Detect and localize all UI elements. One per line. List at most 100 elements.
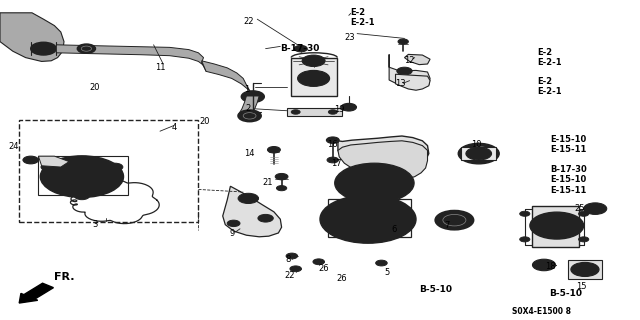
Text: 7: 7 <box>444 221 449 230</box>
Circle shape <box>36 45 51 52</box>
Circle shape <box>290 266 301 272</box>
Circle shape <box>45 165 52 169</box>
Circle shape <box>332 230 342 235</box>
Text: 26: 26 <box>337 274 347 283</box>
Text: 2: 2 <box>246 104 251 113</box>
Bar <box>19 120 198 222</box>
Circle shape <box>393 169 403 174</box>
Circle shape <box>298 70 330 86</box>
Polygon shape <box>389 54 430 86</box>
Circle shape <box>532 259 556 271</box>
Circle shape <box>393 192 403 197</box>
Circle shape <box>111 165 119 169</box>
Circle shape <box>302 55 325 67</box>
Circle shape <box>333 230 346 236</box>
Text: 20: 20 <box>200 117 210 126</box>
Text: 22: 22 <box>243 17 253 26</box>
Text: B-17-30: B-17-30 <box>280 44 320 53</box>
Circle shape <box>539 217 575 235</box>
Circle shape <box>238 110 261 122</box>
Text: E-2
E-2-1: E-2 E-2-1 <box>538 48 562 67</box>
Circle shape <box>394 204 404 209</box>
Circle shape <box>227 220 240 227</box>
Text: 25: 25 <box>575 204 585 213</box>
Text: 8: 8 <box>285 255 291 264</box>
Text: 26: 26 <box>319 264 329 273</box>
Text: 14: 14 <box>244 149 255 158</box>
Circle shape <box>584 203 607 214</box>
Polygon shape <box>238 96 259 115</box>
Circle shape <box>346 192 356 197</box>
Circle shape <box>520 237 530 242</box>
Circle shape <box>294 45 307 52</box>
Circle shape <box>327 157 339 163</box>
Text: 15: 15 <box>576 282 586 291</box>
Text: FR.: FR. <box>54 272 75 282</box>
Text: E-2
E-2-1: E-2 E-2-1 <box>538 77 562 96</box>
Text: 3: 3 <box>92 220 97 229</box>
Circle shape <box>291 110 300 114</box>
Circle shape <box>276 186 287 191</box>
Circle shape <box>577 265 593 274</box>
Text: 1: 1 <box>244 85 249 94</box>
Bar <box>532 206 579 247</box>
Circle shape <box>41 163 56 171</box>
Circle shape <box>413 76 426 83</box>
Circle shape <box>108 163 123 171</box>
Circle shape <box>579 211 589 216</box>
Circle shape <box>333 202 403 237</box>
Circle shape <box>78 175 86 179</box>
Circle shape <box>548 221 566 230</box>
Circle shape <box>31 42 56 55</box>
Text: 21: 21 <box>262 178 273 187</box>
Circle shape <box>398 39 408 44</box>
Text: B-5-10: B-5-10 <box>419 285 452 294</box>
Circle shape <box>530 212 584 239</box>
Polygon shape <box>0 13 64 61</box>
Text: 9: 9 <box>229 229 234 238</box>
Bar <box>287 108 342 116</box>
Circle shape <box>328 110 337 114</box>
Circle shape <box>435 211 474 230</box>
Circle shape <box>571 262 599 276</box>
Circle shape <box>579 237 589 242</box>
Polygon shape <box>338 136 429 167</box>
Circle shape <box>389 232 399 237</box>
Circle shape <box>358 214 378 224</box>
Bar <box>461 147 496 160</box>
Circle shape <box>77 44 95 53</box>
Circle shape <box>78 194 86 198</box>
Circle shape <box>520 211 530 216</box>
Bar <box>38 156 128 195</box>
Circle shape <box>341 103 356 111</box>
Text: 6: 6 <box>392 225 397 234</box>
Circle shape <box>326 137 339 143</box>
Circle shape <box>397 67 412 75</box>
Circle shape <box>466 147 492 160</box>
Bar <box>291 58 337 96</box>
Circle shape <box>238 193 259 204</box>
Circle shape <box>337 201 347 206</box>
Text: 4: 4 <box>172 124 177 132</box>
Text: 20: 20 <box>90 83 100 92</box>
Circle shape <box>367 179 382 187</box>
Bar <box>568 260 602 279</box>
Circle shape <box>320 195 416 243</box>
Polygon shape <box>404 54 430 65</box>
Text: E-2
E-2-1: E-2 E-2-1 <box>351 8 375 27</box>
Circle shape <box>63 167 101 186</box>
Circle shape <box>356 174 392 192</box>
Circle shape <box>335 163 414 203</box>
Circle shape <box>268 147 280 153</box>
Circle shape <box>72 172 92 181</box>
Circle shape <box>458 143 499 164</box>
Circle shape <box>346 169 356 174</box>
Circle shape <box>241 91 264 102</box>
Polygon shape <box>223 186 282 237</box>
Text: 24: 24 <box>9 142 19 151</box>
Text: B-17-30
E-15-10
E-15-11: B-17-30 E-15-10 E-15-11 <box>550 165 587 195</box>
Circle shape <box>258 214 273 222</box>
Circle shape <box>346 169 403 197</box>
Circle shape <box>275 173 288 180</box>
Bar <box>328 199 411 237</box>
